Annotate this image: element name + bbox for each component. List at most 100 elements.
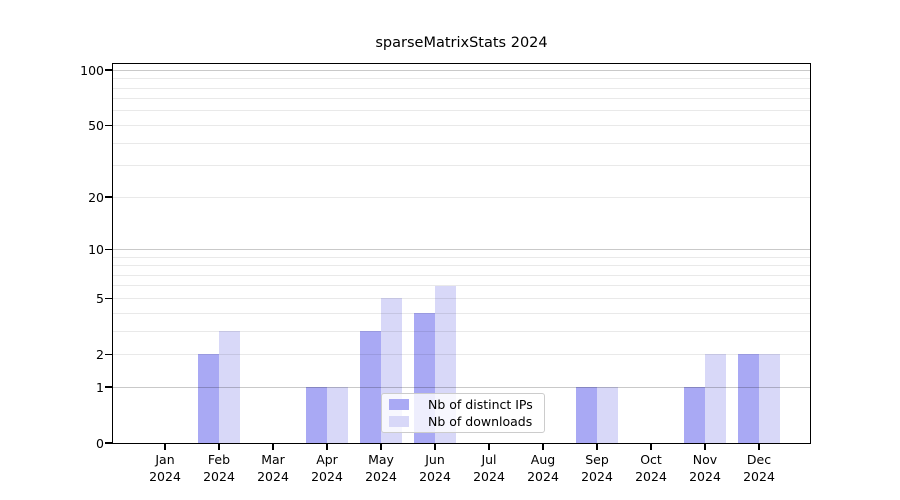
x-tick-month: Mar [261,452,285,467]
x-tick-mark-sep [596,444,598,450]
y-tick-label-1: 1 [96,379,104,395]
bar-nb-of-distinct-ips-apr [306,387,327,443]
legend-item-nb-of-distinct-ips: Nb of distinct IPs [389,397,544,412]
y-tick-label-2: 2 [96,346,104,362]
plot-area [112,63,811,444]
x-tick-month: Oct [640,452,662,467]
x-tick-label-oct: Oct 2024 [621,452,681,485]
bar-nb-of-downloads-apr [327,387,348,443]
x-tick-label-sep: Sep 2024 [567,452,627,485]
bar-nb-of-downloads-dec [759,354,780,443]
bar-nb-of-downloads-sep [597,387,618,443]
y-tick-label-20: 20 [88,189,104,205]
x-tick-month: Aug [530,452,556,467]
bar-nb-of-distinct-ips-feb [198,354,219,443]
gridline-80 [113,87,810,89]
x-tick-mark-nov [704,444,706,450]
legend-label: Nb of downloads [428,414,533,430]
gridline-3 [113,330,810,332]
x-tick-month: Jul [481,452,497,467]
x-tick-mark-jan [164,444,166,450]
bar-nb-of-distinct-ips-dec [738,354,759,443]
gridline-60 [113,110,810,112]
x-tick-label-mar: Mar 2024 [243,452,303,485]
x-tick-month: Jan [155,452,175,467]
legend: Nb of distinct IPs Nb of downloads [381,393,545,433]
gridlines-layer [113,64,810,443]
x-tick-month: Dec [746,452,772,467]
x-tick-mark-jun [434,444,436,450]
x-tick-year: 2024 [149,468,181,484]
x-tick-month: Apr [316,452,338,467]
bar-nb-of-distinct-ips-sep [576,387,597,443]
gridline-100 [113,69,810,71]
x-tick-label-jan: Jan 2024 [135,452,195,485]
gridline-1 [113,386,810,388]
gridline-8 [113,265,810,267]
y-tick-mark-100 [105,69,112,71]
x-tick-month: Jun [425,452,445,467]
gridline-50 [113,124,810,126]
x-tick-year: 2024 [743,468,775,484]
y-tick-label-100: 100 [80,62,104,78]
x-tick-year: 2024 [473,468,505,484]
bar-nb-of-distinct-ips-may [360,331,381,443]
x-tick-year: 2024 [257,468,289,484]
y-tick-label-50: 50 [88,117,104,133]
y-tick-label-5: 5 [96,290,104,306]
gridline-20 [113,196,810,198]
gridline-70 [113,98,810,100]
x-tick-mark-jul [488,444,490,450]
legend-item-nb-of-downloads: Nb of downloads [389,414,544,429]
gridline-40 [113,142,810,144]
x-tick-label-may: May 2024 [351,452,411,485]
x-tick-year: 2024 [365,468,397,484]
x-tick-label-apr: Apr 2024 [297,452,357,485]
y-tick-label-10: 10 [88,241,104,257]
x-tick-label-nov: Nov 2024 [675,452,735,485]
gridline-7 [113,274,810,276]
y-tick-mark-2 [105,353,112,355]
x-tick-year: 2024 [311,468,343,484]
x-tick-month: Feb [207,452,231,467]
x-tick-label-jun: Jun 2024 [405,452,465,485]
gridline-5 [113,297,810,299]
x-tick-year: 2024 [635,468,667,484]
gridline-2 [113,353,810,355]
y-tick-mark-1 [105,386,112,388]
x-tick-label-jul: Jul 2024 [459,452,519,485]
x-tick-mark-mar [272,444,274,450]
x-tick-label-aug: Aug 2024 [513,452,573,485]
x-tick-mark-dec [758,444,760,450]
gridline-4 [113,312,810,314]
y-tick-mark-10 [105,248,112,251]
y-tick-mark-20 [105,196,112,198]
legend-swatch-icon [389,398,409,410]
gridline-9 [113,256,810,258]
bar-nb-of-downloads-feb [219,331,240,443]
x-tick-year: 2024 [203,468,235,484]
y-tick-label-0: 0 [96,435,104,451]
x-tick-mark-may [380,444,382,450]
x-tick-year: 2024 [689,468,721,484]
y-tick-mark-5 [105,297,112,299]
chart-title: sparseMatrixStats 2024 [375,35,548,51]
bar-nb-of-distinct-ips-nov [684,387,705,443]
x-tick-label-feb: Feb 2024 [189,452,249,485]
x-tick-mark-oct [650,444,652,450]
gridline-90 [113,78,810,80]
x-tick-month: May [368,452,394,467]
y-tick-mark-0 [105,442,112,444]
gridline-10 [113,248,810,250]
x-tick-mark-aug [542,444,544,450]
legend-label: Nb of distinct IPs [428,396,533,412]
x-tick-label-dec: Dec 2024 [729,452,789,485]
x-tick-year: 2024 [419,468,451,484]
gridline-30 [113,165,810,167]
legend-swatch-icon [389,416,409,428]
x-tick-month: Sep [585,452,609,467]
x-tick-year: 2024 [527,468,559,484]
gridline-6 [113,285,810,287]
x-tick-mark-apr [326,444,328,450]
